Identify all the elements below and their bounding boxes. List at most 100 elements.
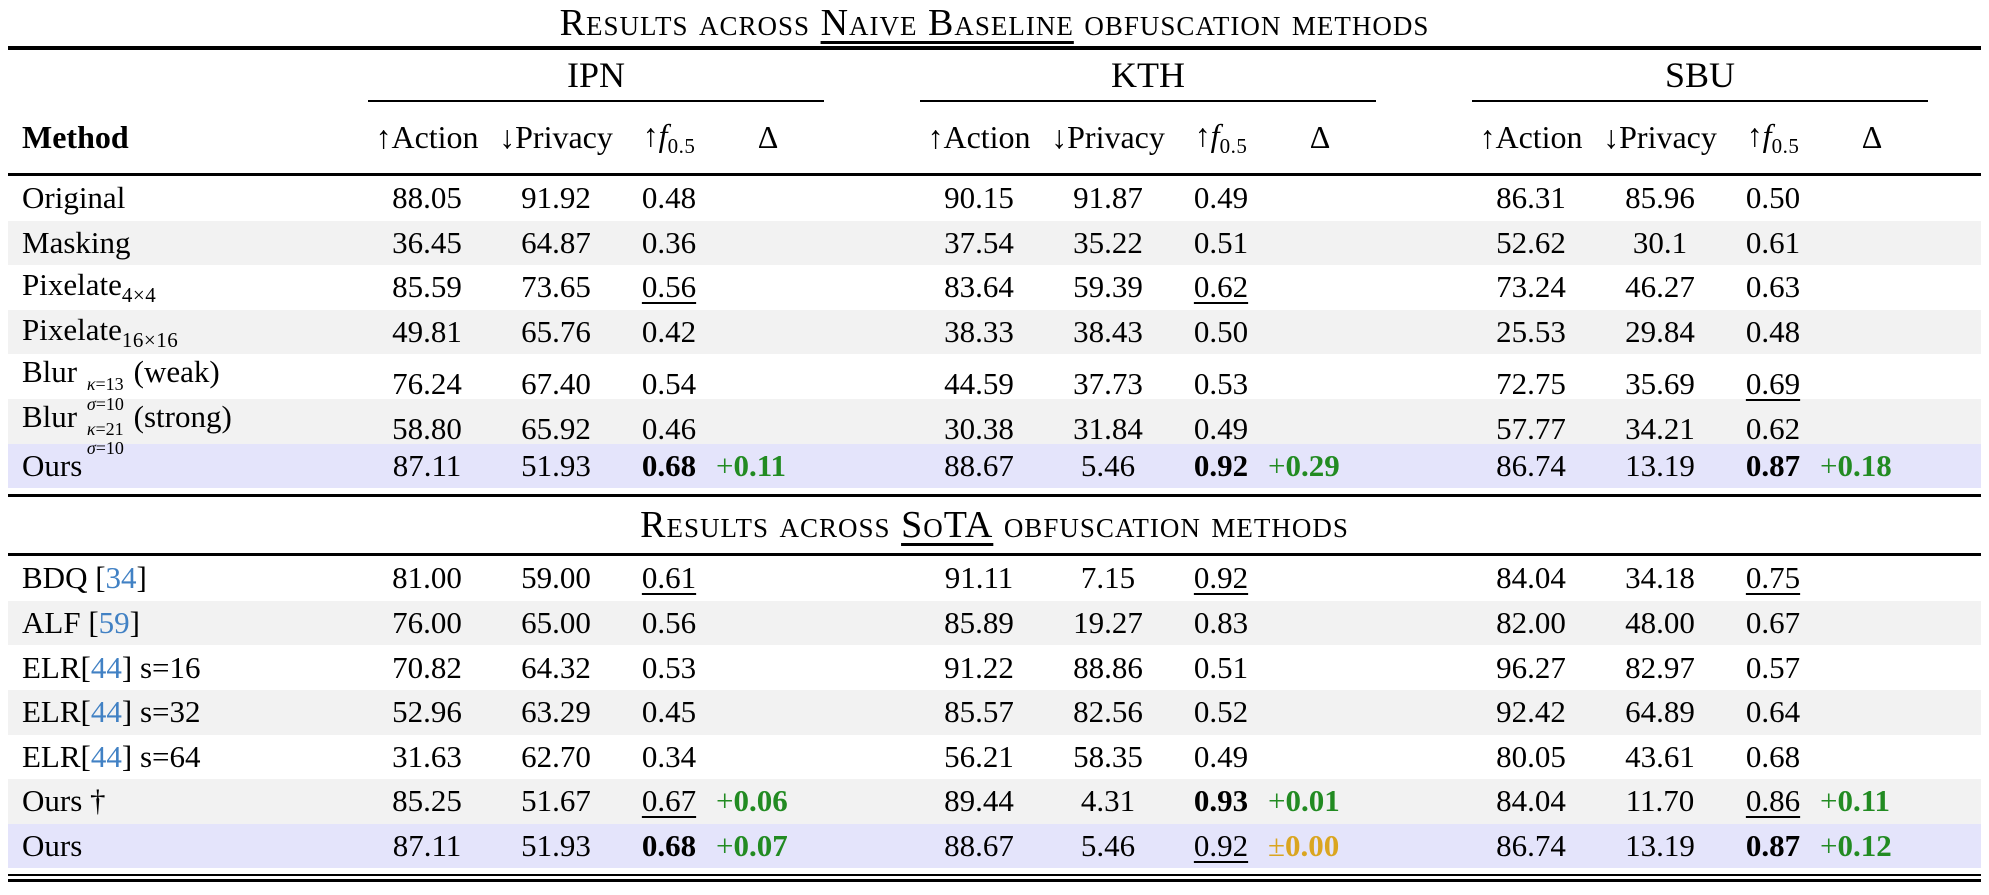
action-value: 86.74 xyxy=(1496,447,1566,483)
privacy-value: 62.70 xyxy=(521,738,591,774)
method-cell: Ours † xyxy=(22,783,106,819)
privacy-value: 46.27 xyxy=(1625,269,1695,305)
table-row: Ours † 85.25 51.67 0.67 +0.06 89.44 4.31 0.93 +0… xyxy=(8,779,1981,824)
privacy-value: 82.97 xyxy=(1625,649,1695,685)
table-row: Ours 87.11 51.93 0.68 +0.07 88.67 5.46 0.92 ±0.0… xyxy=(8,823,1981,869)
table-body-naive-baseline: Original 88.05 91.92 0.48 90.15 91.87 0.49 86.3… xyxy=(8,176,1981,489)
delta-value: +0.12 xyxy=(1820,828,1892,864)
f-score-value: 0.53 xyxy=(1193,366,1249,402)
f-score-value: 0.48 xyxy=(1745,314,1801,350)
action-value: 76.24 xyxy=(392,366,462,402)
mid-rule-bottom xyxy=(8,553,1981,557)
action-value: 85.59 xyxy=(392,269,462,305)
citation-link[interactable]: 44 xyxy=(90,694,122,730)
f-score-value: 0.87 xyxy=(1745,447,1801,483)
privacy-value: 5.46 xyxy=(1080,828,1136,864)
f-score-value: 0.52 xyxy=(1193,694,1249,730)
table-row: ELR[44] s=16 70.82 64.32 0.53 91.22 88.86 0.51… xyxy=(8,645,1981,690)
f-score-value: 0.86 xyxy=(1745,783,1801,819)
f-score-value: 0.49 xyxy=(1193,180,1249,216)
cmid-rule-row xyxy=(8,100,1981,102)
title-text-post: obfuscation methods xyxy=(1073,2,1430,44)
privacy-value: 37.73 xyxy=(1073,366,1143,402)
citation-link[interactable]: 59 xyxy=(98,605,130,641)
action-value: 85.25 xyxy=(392,783,462,819)
action-value: 70.82 xyxy=(392,649,462,685)
action-value: 57.77 xyxy=(1496,410,1566,446)
delta-value: +0.11 xyxy=(716,447,787,483)
f-score-value: 0.68 xyxy=(1745,738,1801,774)
privacy-value: 51.93 xyxy=(521,447,591,483)
f-score-value: 0.51 xyxy=(1193,224,1249,260)
f-score-value: 0.48 xyxy=(641,180,697,216)
f-score-value: 0.62 xyxy=(1745,410,1801,446)
f-score-value: 0.56 xyxy=(641,605,697,641)
action-value: 81.00 xyxy=(392,560,462,596)
action-value: 89.44 xyxy=(944,783,1014,819)
method-subscript: 4×4 xyxy=(121,282,157,307)
privacy-value: 30.1 xyxy=(1632,224,1688,260)
f-score-value: 0.36 xyxy=(641,224,697,260)
action-value: 85.89 xyxy=(944,605,1014,641)
f-score-value: 0.42 xyxy=(641,314,697,350)
action-value: 84.04 xyxy=(1496,560,1566,596)
privacy-value: 51.93 xyxy=(521,828,591,864)
metric-header-privacy: ↓Privacy xyxy=(1603,119,1717,155)
f-score-value: 0.50 xyxy=(1193,314,1249,350)
method-cell: Blur κ=13 σ=10 (weak) xyxy=(22,354,220,414)
f-score-value: 0.69 xyxy=(1745,366,1801,402)
privacy-value: 31.84 xyxy=(1073,410,1143,446)
f-score-value: 0.61 xyxy=(1745,224,1801,260)
f-score-value: 0.53 xyxy=(641,649,697,685)
action-value: 44.59 xyxy=(944,366,1014,402)
action-value: 92.42 xyxy=(1496,694,1566,730)
privacy-value: 59.39 xyxy=(1073,269,1143,305)
f-score-value: 0.67 xyxy=(641,783,697,819)
f-score-value: 0.56 xyxy=(641,269,697,305)
action-value: 73.24 xyxy=(1496,269,1566,305)
f-score-value: 0.50 xyxy=(1745,180,1801,216)
action-value: 25.53 xyxy=(1496,314,1566,350)
action-value: 84.04 xyxy=(1496,783,1566,819)
citation-link[interactable]: 44 xyxy=(90,738,122,774)
action-value: 80.05 xyxy=(1496,738,1566,774)
privacy-value: 59.00 xyxy=(521,560,591,596)
privacy-value: 65.92 xyxy=(521,410,591,446)
metric-header-row: Method ↑Action ↓Privacy ↑f0.5 Δ ↑Action ↓Priva… xyxy=(8,102,1981,173)
title-text-pre: Results across xyxy=(640,504,902,547)
privacy-value: 51.67 xyxy=(521,783,591,819)
metric-header-delta: Δ xyxy=(757,119,779,155)
delta-value: +0.06 xyxy=(716,783,788,819)
action-value: 83.64 xyxy=(944,269,1014,305)
method-cell: ELR[44] s=64 xyxy=(22,738,201,774)
privacy-value: 67.40 xyxy=(521,366,591,402)
method-cell: Pixelate4×4 xyxy=(22,266,157,307)
method-subscript: 16×16 xyxy=(121,327,179,352)
cmid-rule-sbu xyxy=(1472,100,1928,102)
citation-link[interactable]: 44 xyxy=(90,649,122,685)
privacy-value: 88.86 xyxy=(1073,649,1143,685)
citation-link[interactable]: 34 xyxy=(105,560,137,596)
privacy-value: 65.76 xyxy=(521,314,591,350)
action-value: 86.31 xyxy=(1496,180,1566,216)
title-text-post: obfuscation methods xyxy=(993,504,1349,547)
table-row: ELR[44] s=64 31.63 62.70 0.34 56.21 58.35 0.49… xyxy=(8,735,1981,780)
method-cell: Blur κ=21 σ=10 (strong) xyxy=(22,398,232,459)
action-value: 52.96 xyxy=(392,694,462,730)
blur-parameters: κ=13 σ=10 xyxy=(86,374,124,414)
action-value: 36.45 xyxy=(392,224,462,260)
f-score-value: 0.83 xyxy=(1193,605,1249,641)
method-cell: ELR[44] s=32 xyxy=(22,694,201,730)
table-body-sota: BDQ [34] 81.00 59.00 0.61 91.11 7.15 0.92 84.04… xyxy=(8,556,1981,869)
action-value: 49.81 xyxy=(392,314,462,350)
privacy-value: 13.19 xyxy=(1625,447,1695,483)
table-row: ALF [59] 76.00 65.00 0.56 85.89 19.27 0.83 82.0… xyxy=(8,600,1981,646)
privacy-value: 82.56 xyxy=(1073,694,1143,730)
cmid-rule-ipn xyxy=(368,100,824,102)
f-score-value: 0.64 xyxy=(1745,694,1801,730)
method-cell: Original xyxy=(22,180,126,216)
action-value: 37.54 xyxy=(944,224,1014,260)
action-value: 30.38 xyxy=(944,410,1014,446)
method-cell: ALF [59] xyxy=(22,605,140,641)
